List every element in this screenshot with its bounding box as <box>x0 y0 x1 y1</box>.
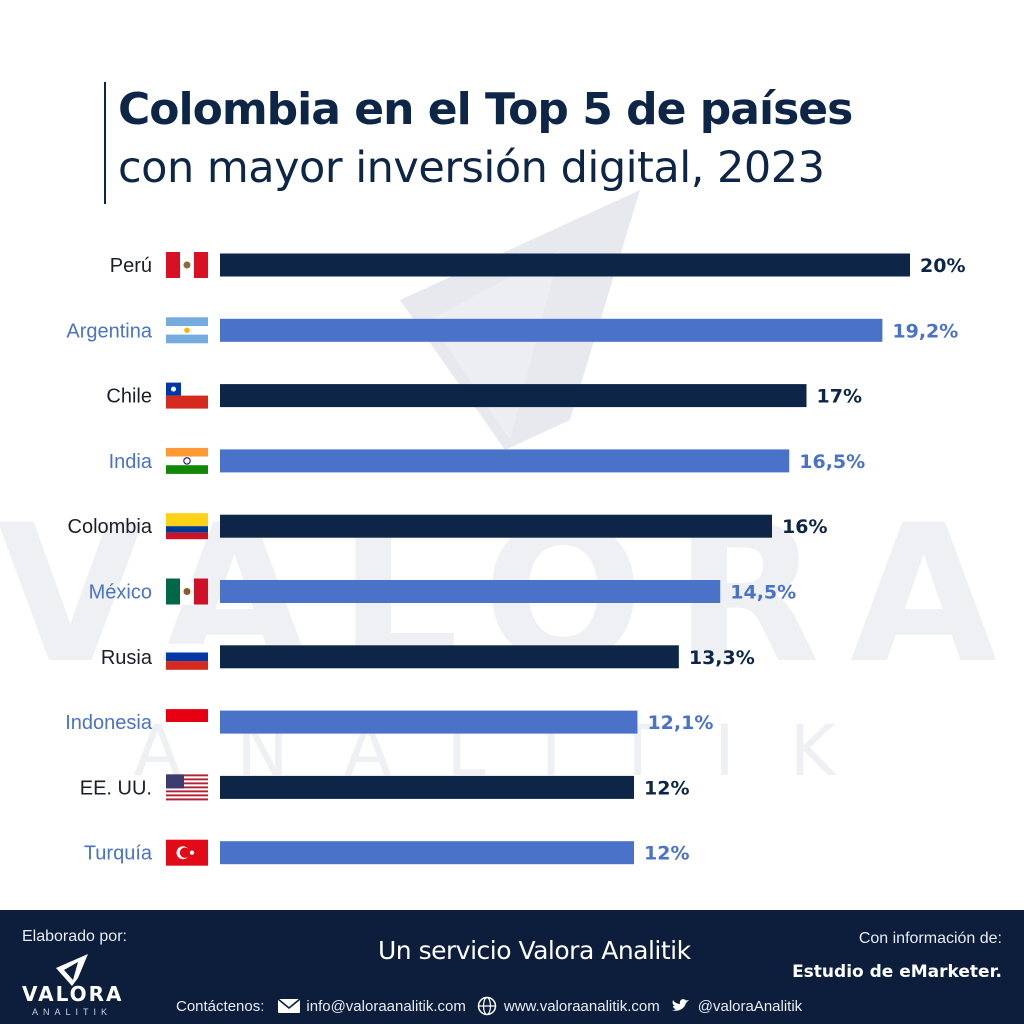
category-label: India <box>109 451 153 473</box>
category-label: México <box>89 582 152 604</box>
logo-sub: ANALITIK <box>31 1007 112 1017</box>
bar <box>220 253 910 277</box>
twitter-bird-icon <box>668 996 694 1016</box>
bar <box>220 645 679 669</box>
flag-icon <box>166 513 208 540</box>
value-label: 12% <box>644 777 689 799</box>
flag-icon <box>166 578 208 605</box>
globe-icon <box>474 996 500 1016</box>
value-label: 16% <box>782 516 827 538</box>
service-text: Un servicio Valora Analitik <box>378 936 691 965</box>
category-label: Rusia <box>101 647 153 669</box>
bar <box>220 775 634 799</box>
flag-icon <box>166 317 208 344</box>
bar-row: México 14,5% <box>89 578 796 605</box>
bar-row: Perú 20% <box>110 252 965 278</box>
logo-name: VALORA <box>22 982 124 1006</box>
chart-title: Colombia en el Top 5 de países <box>118 84 853 135</box>
footer: Elaborado por: VALORA ANALITIK Un servic… <box>0 910 1024 1024</box>
email-link[interactable]: info@valoraanalitik.com <box>306 997 466 1015</box>
contact-row: Contáctenos: info@valoraanalitik.com www… <box>176 994 802 1018</box>
value-label: 20% <box>920 255 965 277</box>
bar <box>220 449 790 473</box>
value-label: 12% <box>644 843 689 865</box>
twitter-link[interactable]: @valoraAnalitik <box>697 997 803 1015</box>
bar-row: Colombia 16% <box>68 513 827 540</box>
flag-icon <box>166 774 208 801</box>
bar-row: Rusia 13,3% <box>101 643 755 670</box>
valora-logo-icon <box>56 954 88 986</box>
bar <box>220 580 721 603</box>
bar <box>220 384 807 408</box>
bar-row: Chile 17% <box>106 382 862 409</box>
bar <box>220 318 883 342</box>
chart-subtitle: con mayor inversión digital, 2023 <box>118 143 825 193</box>
flag-icon <box>166 382 208 409</box>
flag-icon <box>166 643 208 670</box>
flag-icon <box>166 447 208 474</box>
value-label: 13,3% <box>689 647 755 669</box>
bar <box>220 514 772 538</box>
category-label: Turquía <box>84 843 153 865</box>
value-label: 19,2% <box>892 320 958 342</box>
category-label: Perú <box>110 255 152 277</box>
category-label: Colombia <box>68 516 153 538</box>
category-label: Argentina <box>66 320 152 342</box>
bar-chart: Perú 20% Argentina 19,2% Chile 17% India 16,5% C… <box>65 252 965 866</box>
bar <box>220 710 638 734</box>
made-by-label: Elaborado por: <box>22 928 127 945</box>
bar-row: India 16,5% <box>109 447 865 474</box>
value-label: 14,5% <box>730 582 796 604</box>
value-label: 16,5% <box>799 451 865 473</box>
envelope-icon <box>276 996 302 1016</box>
contact-label: Contáctenos: <box>176 997 265 1015</box>
value-label: 17% <box>817 386 862 408</box>
web-link[interactable]: www.valoraanalitik.com <box>503 997 660 1015</box>
bar <box>220 841 634 865</box>
bar-row: Indonesia 12,1% <box>65 709 713 736</box>
info-label: Con información de: <box>858 930 1002 947</box>
flag-icon <box>166 709 208 736</box>
bar-row: EE. UU. 12% <box>80 774 689 801</box>
bar-row: Turquía 12% <box>84 839 689 866</box>
category-label: Indonesia <box>65 712 153 734</box>
title-block: Colombia en el Top 5 de países con mayor… <box>104 82 853 204</box>
category-label: Chile <box>106 386 152 408</box>
value-label: 12,1% <box>647 712 713 734</box>
bar-row: Argentina 19,2% <box>66 317 958 344</box>
flag-icon <box>166 839 208 866</box>
category-label: EE. UU. <box>80 777 152 799</box>
flag-icon <box>166 252 208 278</box>
info-source: Estudio de eMarketer. <box>792 962 1002 982</box>
